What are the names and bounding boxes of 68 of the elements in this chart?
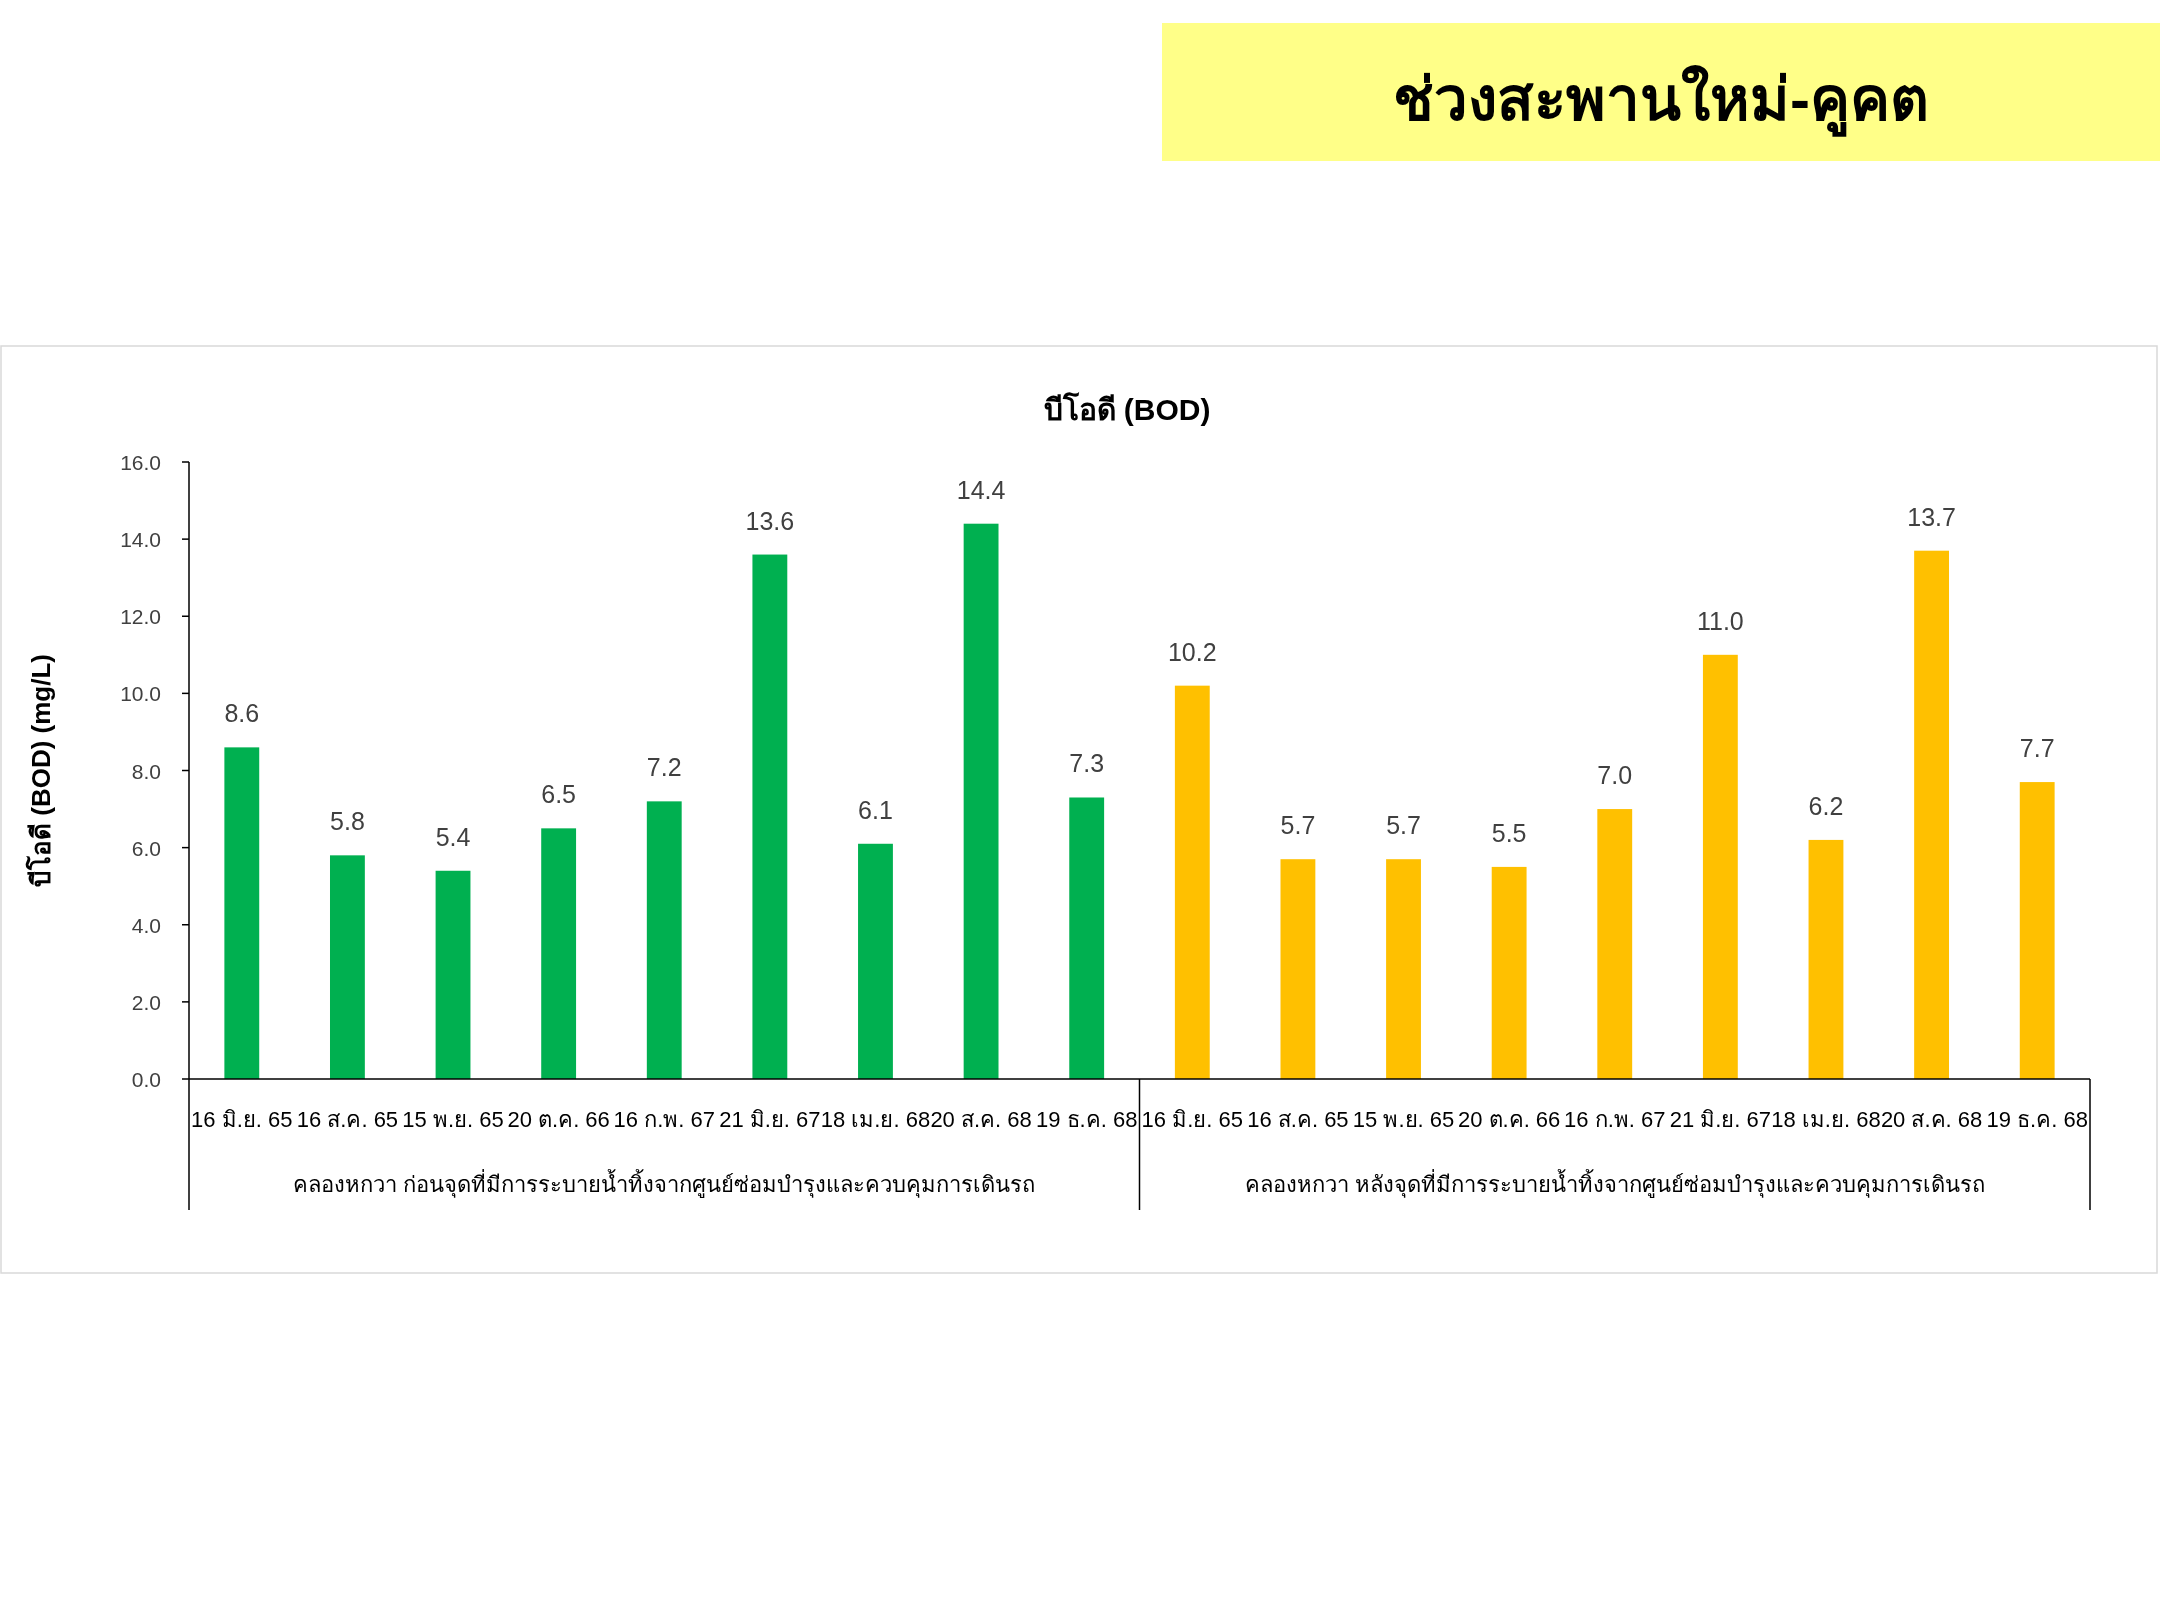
chart-title: ช่วงสะพานใหม่-คูคต [1393,65,1929,137]
x-tick-label: 21 มิ.ย. 67 [719,1107,821,1132]
y-tick-label: 6.0 [131,836,161,860]
data-label: 5.7 [1280,811,1316,840]
x-tick-label: 18 เม.ย. 68 [1771,1107,1881,1132]
x-tick-label: 15 พ.ย. 65 [402,1107,504,1132]
y-tick-label: 10.0 [120,682,161,706]
bar [858,843,893,1079]
bar [1491,866,1527,1079]
x-tick-label: 16 มิ.ย. 65 [1141,1107,1243,1132]
data-label: 11.0 [1696,606,1744,635]
bar [224,747,260,1079]
x-tick-label: 20 ส.ค. 68 [1880,1107,1983,1132]
data-label: 14.4 [956,475,1006,504]
x-tick-label: 20 ส.ค. 68 [930,1107,1032,1132]
x-tick-label: 16 มิ.ย. 65 [191,1107,293,1132]
bar [1174,685,1210,1079]
bar [435,870,471,1079]
y-axis-title: บีโอดี (BOD) (mg/L) [25,654,56,887]
bar [1280,859,1316,1079]
data-label: 6.5 [541,780,577,809]
y-tick-label: 0.0 [131,1068,161,1091]
data-label: 7.2 [646,753,682,782]
y-tick-label: 8.0 [131,759,161,783]
x-tick-label: 19 ธ.ค. 68 [1036,1107,1138,1132]
bar [1808,839,1844,1079]
x-tick-label: 16 ก.พ. 67 [613,1107,715,1132]
bar [1914,550,1950,1079]
x-tick-label: 21 มิ.ย. 67 [1669,1107,1772,1132]
data-label: 7.3 [1069,749,1105,778]
x-tick-label: 20 ต.ค. 66 [1457,1107,1561,1132]
bar [1386,859,1421,1079]
y-tick-label: 2.0 [131,990,161,1014]
bar [752,554,788,1079]
data-label: 7.0 [1597,761,1633,790]
chart-subtitle: บีโอดี (BOD) [1043,391,1211,426]
x-tick-label: 16 ก.พ. 67 [1564,1107,1666,1132]
data-label: 5.7 [1386,811,1421,840]
data-label: 10.2 [1167,637,1217,666]
data-label: 6.2 [1808,791,1844,820]
y-tick-label: 12.0 [120,605,161,629]
text: คลองหกวา ก่อนจุดที่มีการระบายน้ำทิ้งจากศูนย์ซ่อมบำรุงและควบคุมการเดินรถ [293,1169,1036,1198]
text: คลองหกวา หลังจุดที่มีการระบายน้ำทิ้งจากศูนย์ซ่อมบำรุงและควบคุมการเดินรถ [1244,1169,1985,1198]
bar [541,828,577,1079]
x-tick-label: 16 ส.ค. 65 [1247,1107,1349,1132]
bar [963,523,999,1079]
data-label: 13.6 [745,506,795,535]
y-tick-label: 14.0 [120,528,161,552]
data-label: 8.6 [224,699,260,728]
data-label: 5.5 [1491,818,1527,847]
y-tick-label: 4.0 [131,913,161,937]
bar [329,855,365,1079]
x-tick-label: 20 ต.ค. 66 [507,1107,610,1132]
bar [1597,809,1633,1079]
data-label: 13.7 [1907,502,1956,531]
data-label: 5.4 [435,822,471,851]
bar [1702,654,1738,1079]
data-label: 6.1 [858,795,893,824]
data-label: 5.8 [330,807,365,836]
x-tick-label: 19 ธ.ค. 68 [1986,1107,2088,1132]
bar [2019,782,2055,1079]
x-tick-label: 16 ส.ค. 65 [296,1107,399,1132]
bar [646,801,682,1079]
data-label: 7.7 [2019,734,2055,763]
y-tick-label: 16.0 [120,451,161,474]
x-tick-label: 15 พ.ย. 65 [1352,1107,1455,1132]
x-tick-label: 18 เม.ย. 68 [820,1107,931,1132]
bar [1069,797,1105,1079]
